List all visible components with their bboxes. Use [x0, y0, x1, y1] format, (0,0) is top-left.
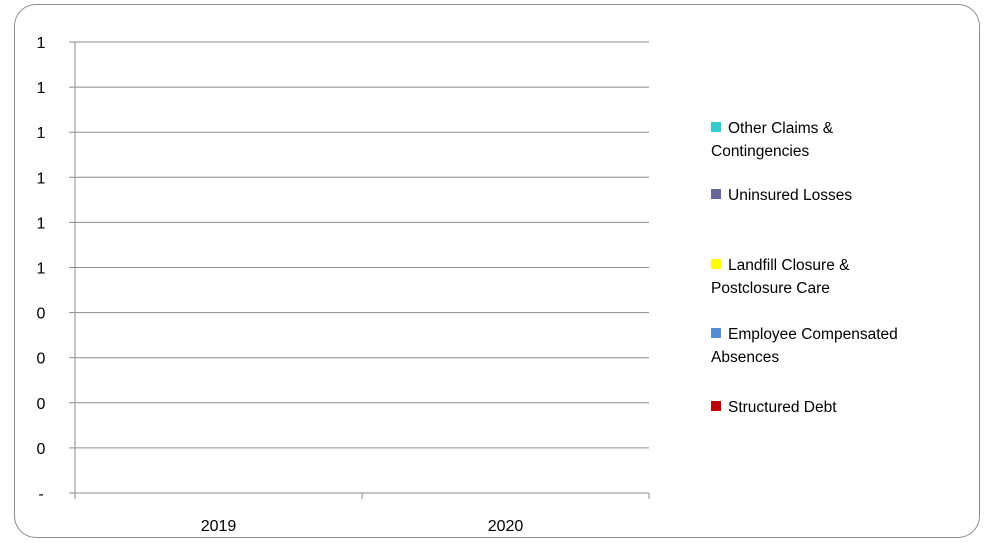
legend-label: Other Claims &: [728, 120, 834, 137]
legend-swatch-icon: [711, 259, 721, 269]
legend-item-structured-debt: Structured Debt: [711, 396, 979, 419]
legend-label: Uninsured Losses: [728, 187, 853, 204]
legend-swatch-icon: [711, 189, 721, 199]
chart-area: - 0 0 0 0 1 1 1 1 1 1 2019 2020 Other Claims & Conti…: [14, 4, 980, 538]
y-tick-label: 1: [37, 170, 46, 187]
legend-label: Structured Debt: [728, 399, 837, 416]
legend-label-line2: Postclosure Care: [711, 280, 830, 297]
legend-label: Employee Compensated: [728, 326, 898, 343]
y-tick-label: 1: [37, 215, 46, 232]
legend-item-uninsured-losses: Uninsured Losses: [711, 184, 979, 207]
legend-label-line2: Absences: [711, 349, 780, 366]
legend-swatch-icon: [711, 122, 721, 132]
y-tick-label: -: [38, 486, 43, 503]
y-tick-label: 1: [37, 35, 46, 52]
legend-item-landfill-closure: Landfill Closure & Postclosure Care: [711, 254, 979, 300]
y-tick-label: 0: [37, 351, 46, 368]
legend-item-employee-compensated-absences: Employee Compensated Absences: [711, 323, 979, 369]
x-tick-label: 2020: [488, 518, 524, 535]
y-tick-label: 1: [37, 125, 46, 142]
plot-area: - 0 0 0 0 1 1 1 1 1 1 2019 2020: [37, 35, 650, 535]
y-tick-label: 0: [37, 396, 46, 413]
y-tick-label: 0: [37, 306, 46, 323]
legend-label: Landfill Closure &: [728, 257, 850, 274]
legend-swatch-icon: [711, 328, 721, 338]
legend-item-other-claims: Other Claims & Contingencies: [711, 117, 979, 163]
x-tick-label: 2019: [201, 518, 237, 535]
y-tick-label: 1: [37, 261, 46, 278]
legend-label-line2: Contingencies: [711, 143, 810, 160]
y-tick-label: 0: [37, 441, 46, 458]
y-tick-label: 1: [37, 80, 46, 97]
legend-swatch-icon: [711, 401, 721, 411]
